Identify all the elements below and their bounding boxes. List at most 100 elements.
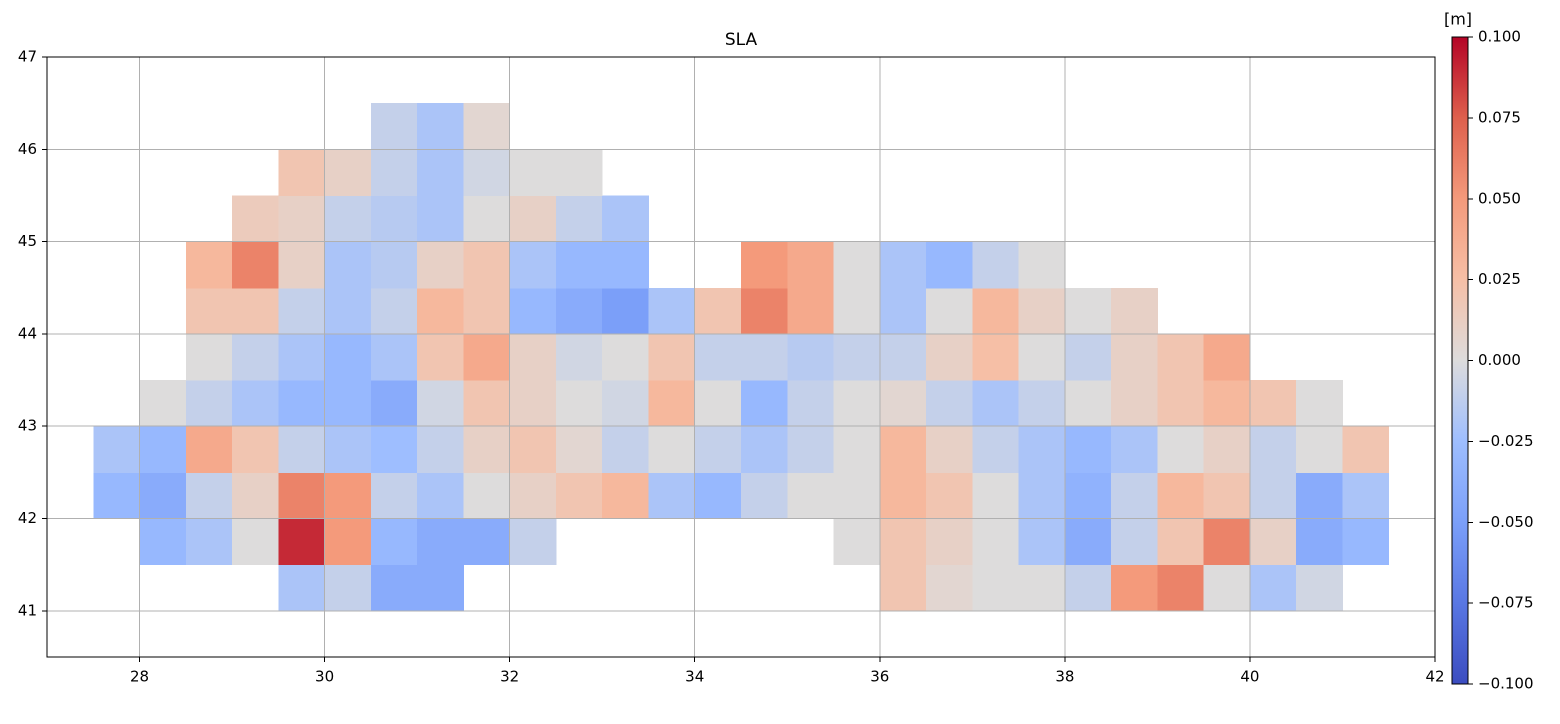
cell [555, 426, 603, 473]
cell [1296, 472, 1343, 520]
cell [1342, 518, 1390, 566]
cell [232, 472, 279, 520]
cell [278, 380, 326, 427]
cell [185, 472, 233, 520]
cell [1018, 518, 1066, 566]
cell [833, 472, 881, 520]
x-tick-label: 42 [1425, 668, 1444, 686]
cell [324, 380, 372, 427]
cell [1249, 426, 1297, 473]
cell [648, 287, 696, 335]
cell [417, 287, 464, 335]
cell [1342, 426, 1390, 473]
cell [1018, 287, 1066, 335]
cell [278, 426, 326, 473]
cell [1203, 380, 1251, 427]
cell [509, 518, 557, 566]
cell [1064, 333, 1112, 381]
cell [1296, 518, 1343, 566]
cell [278, 195, 326, 243]
y-tick-label: 46 [18, 140, 37, 158]
cell [555, 380, 603, 427]
y-tick-label: 43 [18, 417, 37, 435]
cell [1296, 380, 1343, 427]
cell [417, 241, 464, 289]
cell [648, 472, 696, 520]
cell [463, 426, 511, 473]
cell [324, 564, 372, 612]
cell [694, 426, 742, 473]
cell [278, 472, 326, 520]
cell [463, 287, 511, 335]
cell [1111, 564, 1158, 612]
cell [1111, 518, 1158, 566]
cell [741, 472, 788, 520]
cell [1018, 472, 1066, 520]
cell [787, 241, 835, 289]
cell [694, 333, 742, 381]
cell [787, 472, 835, 520]
cell [1064, 380, 1112, 427]
y-tick-label: 42 [18, 509, 37, 527]
colorbar-tick-label: 0.000 [1478, 351, 1521, 369]
cell [555, 195, 603, 243]
cell [463, 149, 511, 196]
cell [1249, 472, 1297, 520]
x-tick-label: 34 [685, 668, 704, 686]
cell [555, 333, 603, 381]
cell [648, 380, 696, 427]
colorbar-tick-label: −0.100 [1478, 675, 1534, 693]
colorbar [1451, 36, 1469, 685]
cell [833, 426, 881, 473]
cell [139, 380, 187, 427]
colorbar-tick-label: 0.075 [1478, 108, 1521, 126]
cell [926, 333, 973, 381]
cell [232, 518, 279, 566]
cell [463, 380, 511, 427]
cell [232, 380, 279, 427]
colorbar-tick-label: 0.025 [1478, 270, 1521, 288]
cell [185, 241, 233, 289]
cell [509, 287, 557, 335]
colorbar-tick-label: −0.025 [1478, 432, 1534, 450]
cell [926, 472, 973, 520]
cell [417, 518, 464, 566]
cell [879, 241, 927, 289]
cell [278, 241, 326, 289]
cell [278, 518, 326, 566]
x-tick-label: 40 [1240, 668, 1259, 686]
colorbar-tick-label: −0.050 [1478, 513, 1534, 531]
cell [602, 333, 649, 381]
cell [278, 564, 326, 612]
cell [602, 287, 649, 335]
cell [879, 287, 927, 335]
cell [972, 518, 1020, 566]
cell [602, 472, 649, 520]
cell [185, 287, 233, 335]
cell [1064, 426, 1112, 473]
cell [324, 426, 372, 473]
cell [278, 333, 326, 381]
cell [278, 287, 326, 335]
cell [417, 103, 464, 150]
cell [972, 380, 1020, 427]
cell [1157, 426, 1205, 473]
cell [833, 518, 881, 566]
cell [602, 426, 649, 473]
cell [370, 564, 418, 612]
cell [555, 287, 603, 335]
cell [1064, 564, 1112, 612]
cell [1203, 426, 1251, 473]
cell [185, 518, 233, 566]
cell [370, 333, 418, 381]
cell [232, 241, 279, 289]
cell [324, 149, 372, 196]
cell [463, 472, 511, 520]
cell [509, 333, 557, 381]
cell [1064, 518, 1112, 566]
cell [139, 426, 187, 473]
cell [1157, 472, 1205, 520]
cell [370, 103, 418, 150]
cell [417, 564, 464, 612]
